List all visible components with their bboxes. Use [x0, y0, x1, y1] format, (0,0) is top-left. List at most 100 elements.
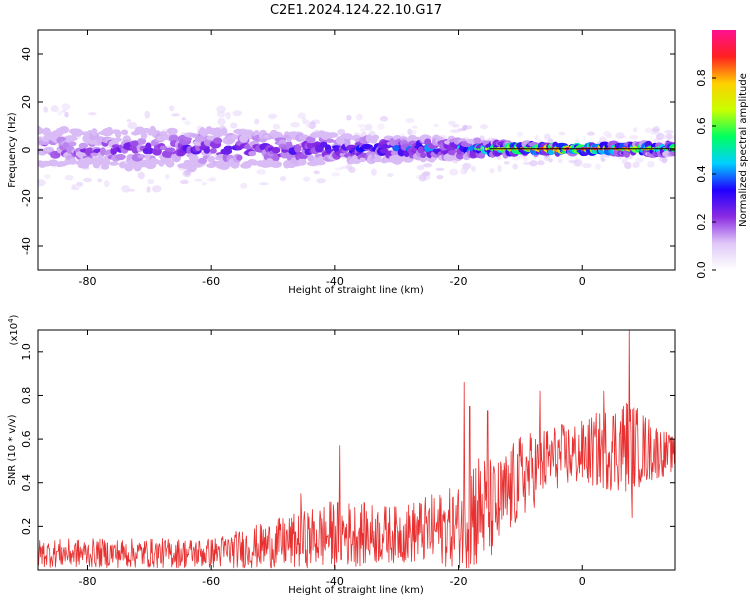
heatmap-cell: [294, 144, 302, 153]
heatmap-speck: [658, 157, 668, 162]
heatmap-speck: [144, 110, 151, 119]
heatmap-speck: [557, 158, 563, 164]
heatmap-speck: [359, 128, 367, 132]
heatmap-speck: [337, 128, 346, 136]
heatmap-cell: [220, 127, 228, 136]
heatmap-speck: [522, 161, 531, 165]
heatmap-speck: [670, 135, 675, 140]
heatmap-cell: [67, 136, 78, 141]
heatmap-speck: [254, 118, 260, 125]
colorbar-tick-label: 0.6: [695, 117, 708, 135]
heatmap-cell: [91, 128, 98, 136]
heatmap-speck: [355, 113, 363, 121]
heatmap-cell: [142, 147, 155, 155]
heatmap-cell: [270, 160, 282, 169]
heatmap-speck: [64, 175, 74, 181]
heatmap-speck: [240, 182, 248, 189]
heatmap-cell: [140, 132, 148, 140]
heatmap-speck: [522, 157, 528, 162]
heatmap-speck: [147, 179, 155, 185]
heatmap-cell: [161, 149, 174, 159]
heatmap-cell: [197, 157, 208, 164]
heatmap-speck: [449, 129, 460, 134]
heatmap-speck: [621, 158, 628, 165]
snr-y-tick-label: 1.0: [20, 343, 33, 361]
heatmap-speck: [411, 129, 417, 135]
heatmap-cell: [296, 154, 309, 159]
colorbar: 0.0 0.2 0.4 0.6 0.8 Normalized spectral ampl…: [695, 30, 749, 279]
heatmap-cell: [236, 154, 243, 161]
colorbar-tick-label: 0.0: [695, 261, 708, 279]
heatmap-cell: [43, 146, 55, 152]
heatmap-speck: [647, 160, 655, 168]
snr-y-multiplier-base: (x10: [9, 323, 20, 346]
snr-y-label: SNR (10 * v/v): [7, 414, 18, 485]
heatmap-speck: [582, 162, 592, 169]
heatmap-cell: [158, 159, 165, 167]
snr-y-multiplier-close: ): [9, 314, 20, 318]
heatmap-cell: [113, 137, 123, 142]
heatmap-cell: [149, 158, 160, 165]
heatmap-cell: [165, 161, 175, 168]
heatmap-speck: [258, 182, 269, 186]
snr-y-ticks: 0.2 0.4 0.6 0.8 1.0: [20, 343, 675, 535]
snr-x-tick-label: 0: [579, 575, 586, 588]
snr-panel: -80 -60 -40 -20 0 0.2 0.4 0.6 0.8 1.0 Height of …: [7, 314, 676, 596]
colorbar-tick-label: 0.2: [695, 213, 708, 231]
heatmap-speck: [449, 168, 459, 176]
heatmap-speck: [43, 174, 51, 179]
snr-x-label: Height of straight line (km): [288, 585, 424, 596]
heatmap-cell: [379, 148, 389, 154]
heatmap-speck: [168, 105, 175, 112]
colorbar-tick-label: 0.8: [695, 69, 708, 87]
heatmap-speck: [537, 160, 545, 166]
heatmap-speck: [664, 129, 674, 134]
heatmap-speck: [70, 186, 80, 191]
heatmap-speck: [635, 157, 644, 163]
heatmap-cell: [417, 146, 425, 154]
heatmap-speck: [229, 122, 238, 129]
heatmap-speck: [64, 111, 69, 118]
snr-x-tick-label: -60: [202, 575, 220, 588]
heatmap-speck: [201, 181, 207, 186]
heatmap-speck: [216, 105, 226, 114]
spectrogram-heatmap: [38, 103, 675, 193]
spectrogram-y-label: Frequency (Hz): [7, 112, 18, 188]
heatmap-speck: [127, 121, 138, 130]
colorbar-label: Normalized spectral amplitude: [738, 73, 749, 227]
heatmap-speck: [558, 131, 566, 136]
heatmap-speck: [126, 119, 132, 123]
heatmap-speck: [618, 135, 627, 139]
heatmap-speck: [88, 112, 97, 116]
heatmap-cell: [419, 157, 427, 163]
heatmap-speck: [544, 133, 551, 141]
heatmap-speck: [460, 167, 468, 175]
spectrogram-y-ticks: -40 -20 0 20 40: [20, 47, 675, 255]
heatmap-cell: [473, 137, 482, 145]
snr-x-ticks: -80 -60 -40 -20 0: [78, 330, 586, 588]
heatmap-cell: [99, 147, 107, 156]
heatmap-speck: [232, 110, 243, 117]
heatmap-speck: [216, 111, 226, 118]
snr-frame: [37, 329, 676, 571]
heatmap-speck: [423, 163, 433, 168]
heatmap-cell: [373, 158, 383, 163]
heatmap-speck: [83, 177, 92, 183]
heatmap-cell: [105, 126, 113, 135]
heatmap-speck: [407, 128, 413, 136]
heatmap-speck: [480, 124, 488, 130]
figure-title: C2E1.2024.124.22.10.G17: [270, 3, 442, 18]
snr-y-multiplier-exp: 4: [7, 318, 15, 323]
heatmap-cell: [194, 135, 207, 143]
heatmap-speck: [308, 121, 316, 130]
heatmap-speck: [297, 112, 306, 120]
heatmap-cell: [145, 142, 152, 150]
colorbar-tick-label: 0.4: [695, 165, 708, 183]
heatmap-speck: [50, 105, 59, 113]
heatmap-speck: [151, 185, 162, 193]
heatmap-speck: [586, 131, 595, 136]
heatmap-speck: [38, 144, 43, 150]
heatmap-speck: [61, 103, 71, 111]
heatmap-speck: [595, 163, 602, 170]
heatmap-speck: [364, 123, 373, 131]
